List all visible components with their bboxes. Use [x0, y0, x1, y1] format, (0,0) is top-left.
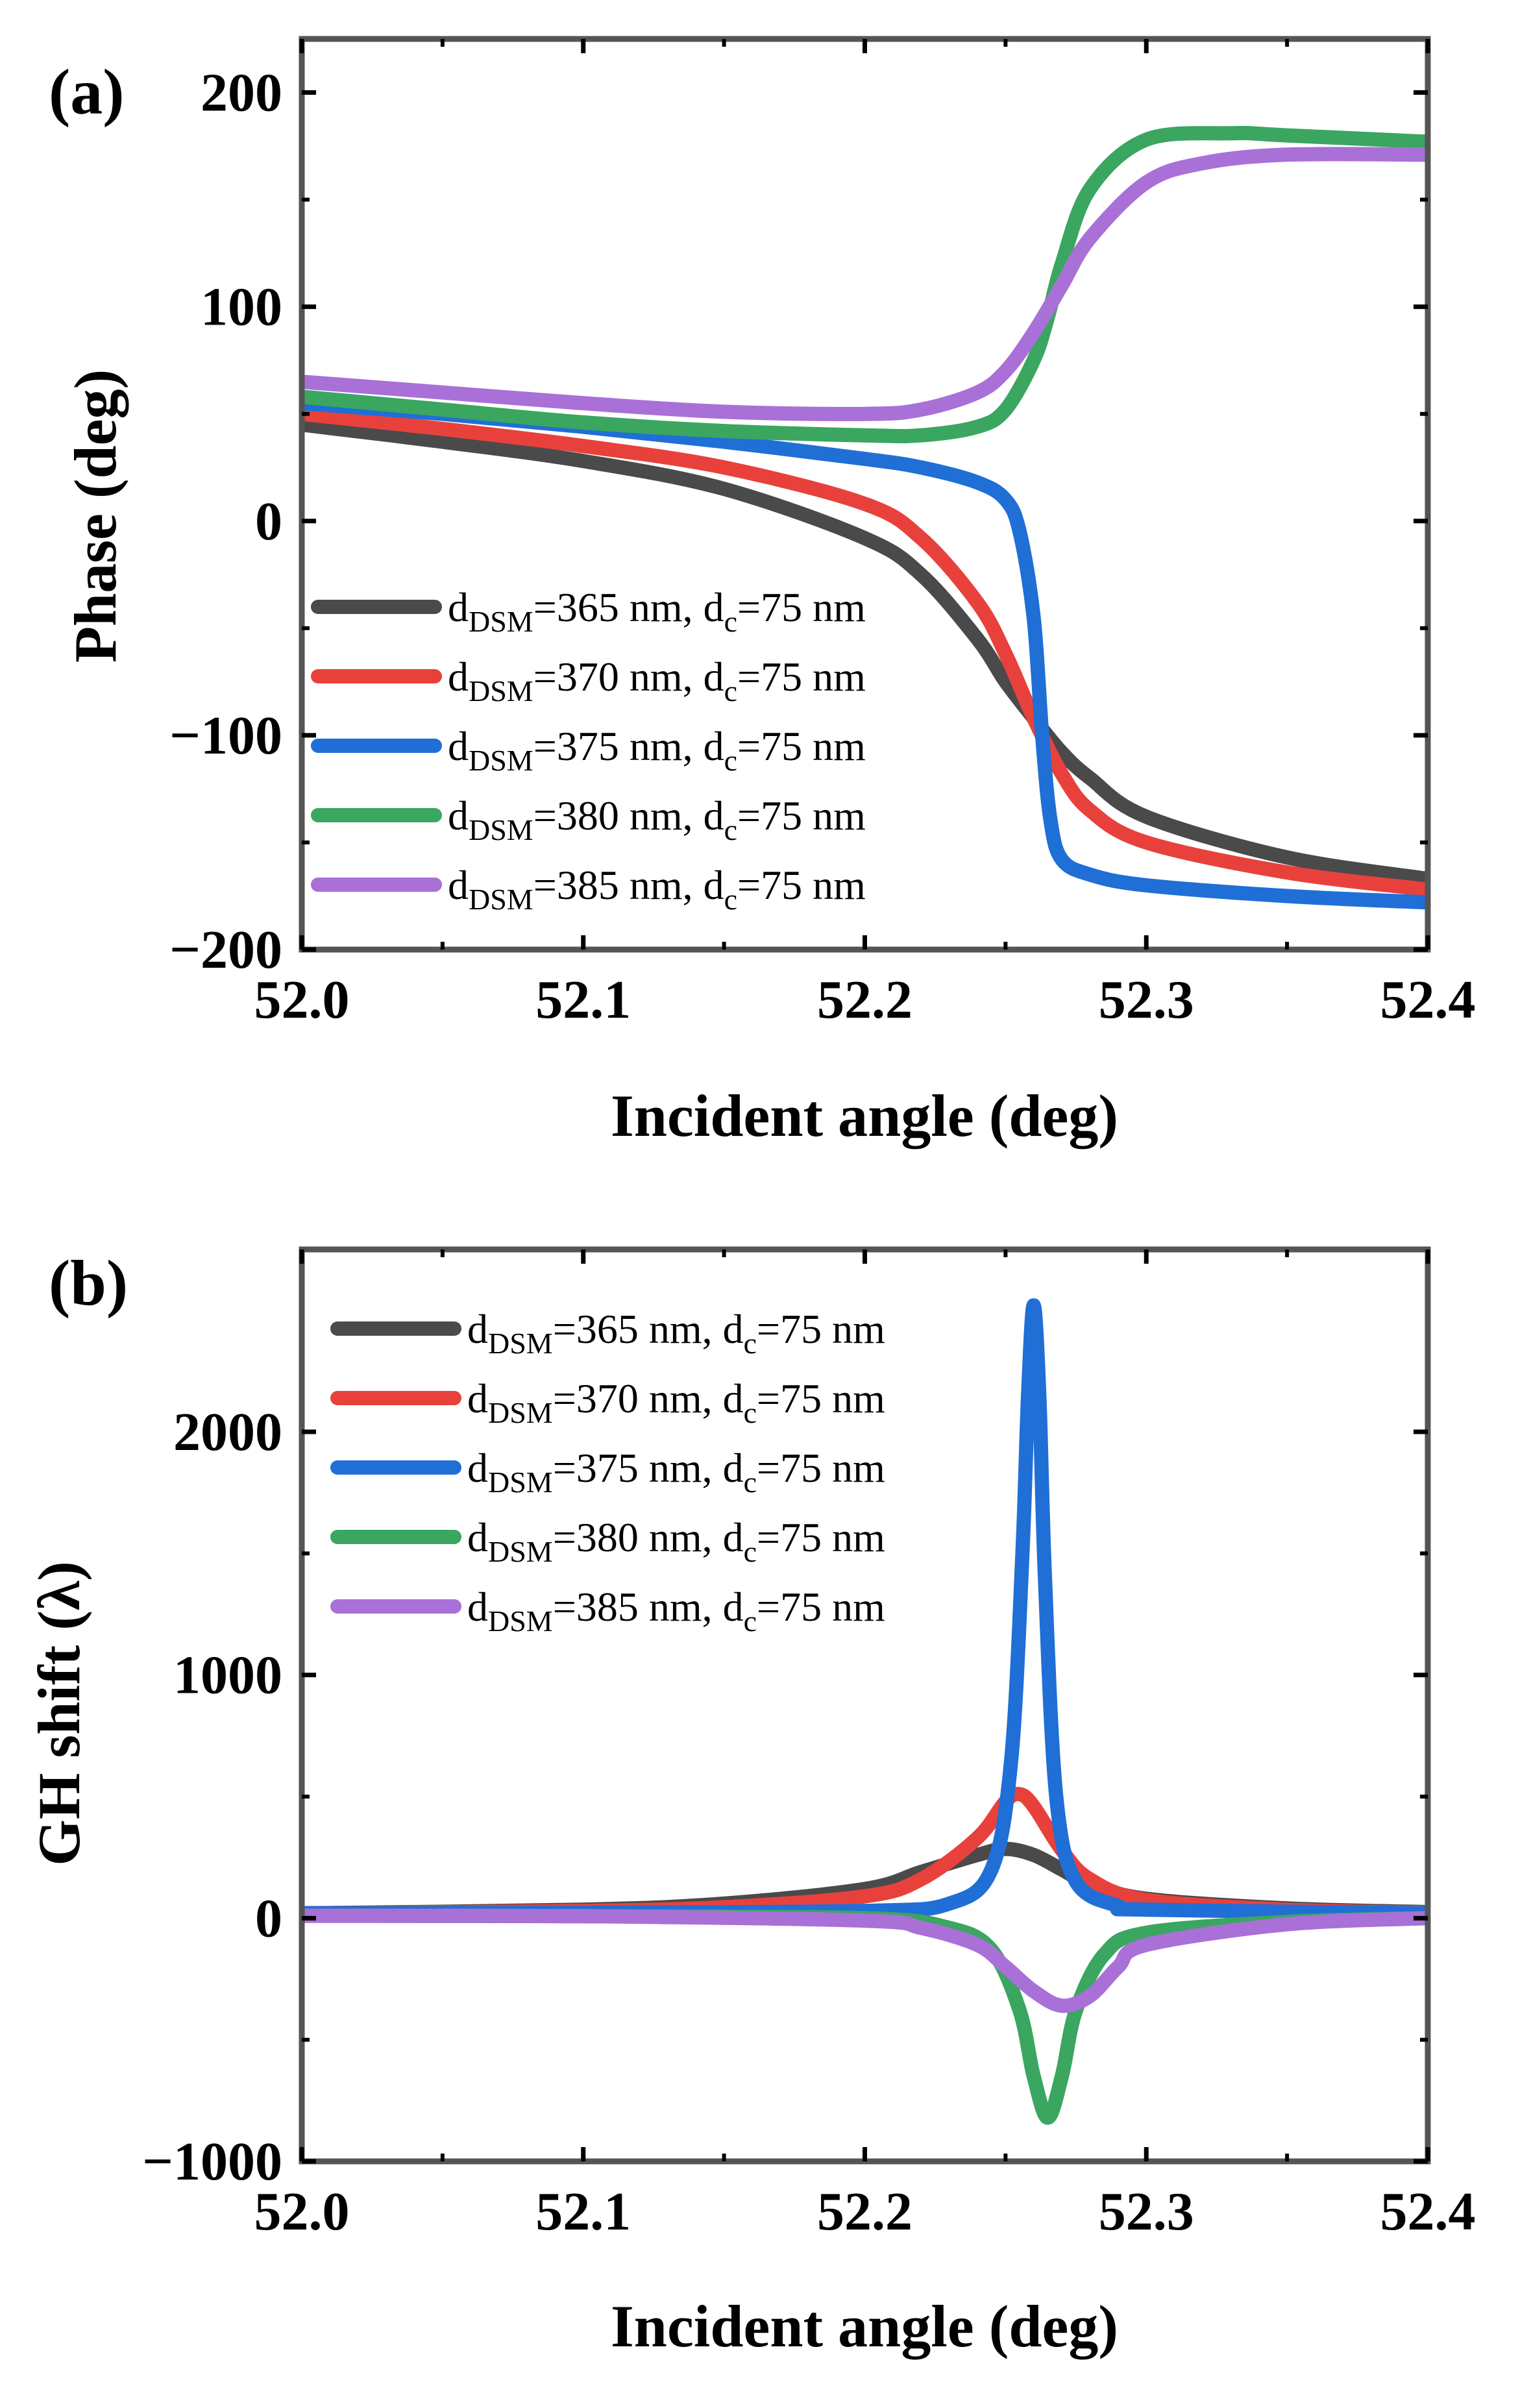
- panel-a-x-tick-label: 52.0: [254, 970, 350, 1030]
- panel-a-tick-labels: 52.0 52.1 52.2 52.3 52.4 −200 −100 0 100 200: [169, 63, 1475, 1030]
- panel-a-y-axis-title: Phase (deg): [62, 369, 129, 663]
- panel-a-x-axis-title: Incident angle (deg): [611, 1083, 1118, 1149]
- panel-b-series-line-5: [302, 1908, 1428, 2013]
- panel-b-legend-entry-5: dDSM=385 nm, dc=75 nm: [330, 1584, 885, 1638]
- panel-a-legend-entry-2: dDSM=370 nm, dc=75 nm: [311, 654, 866, 707]
- panel-a-legend-entry-5: dDSM=385 nm, dc=75 nm: [311, 862, 866, 916]
- panel-a-label: (a): [49, 56, 125, 128]
- panel-a-series-line-1: [302, 417, 1428, 887]
- panel-a-legend: dDSM=365 nm, dc=75 nm dDSM=370 nm, dc=75 …: [311, 584, 866, 916]
- panel-a-legend-entry-4: dDSM=380 nm, dc=75 nm: [311, 792, 866, 846]
- panel-a-x-tick-label: 52.3: [1099, 970, 1194, 1030]
- panel-a-axes: [299, 36, 1431, 953]
- panel-b-legend-label: dDSM=385 nm, dc=75 nm: [467, 1584, 885, 1638]
- panel-b-series-layer: [302, 1298, 1428, 2125]
- panel-a-y-tick-label: 100: [201, 277, 282, 338]
- panel-a-x-tick-label: 52.1: [535, 970, 631, 1030]
- panel-a-y-tick-label: 0: [255, 491, 282, 552]
- panel-a-series-line-5: [302, 147, 1428, 421]
- panel-b: (b) 52.0 52.1 52.2 52.3 52.4 −1000 0 1000 2000 I…: [26, 1246, 1476, 2359]
- panel-b-x-axis-title: Incident angle (deg): [611, 2293, 1118, 2359]
- panel-b-legend-entry-4: dDSM=380 nm, dc=75 nm: [330, 1514, 885, 1568]
- panel-a-legend-label: dDSM=380 nm, dc=75 nm: [448, 792, 866, 846]
- panel-a: (a) 52.0 52.1 52.2 52.3 52.4−200−1000100200 …: [49, 36, 1476, 1149]
- panel-a-legend-label: dDSM=375 nm, dc=75 nm: [448, 723, 866, 777]
- panel-b-legend-label: dDSM=370 nm, dc=75 nm: [467, 1375, 885, 1429]
- panel-a-x-tick-label: 52.2: [817, 970, 912, 1030]
- panel-b-x-tick-label: 52.4: [1380, 2181, 1476, 2242]
- panel-b-legend-label: dDSM=365 nm, dc=75 nm: [467, 1306, 885, 1360]
- panel-b-y-tick-label: 0: [255, 1888, 282, 1948]
- panel-a-legend-label: dDSM=385 nm, dc=75 nm: [448, 862, 866, 916]
- panel-a-legend-entry-3: dDSM=375 nm, dc=75 nm: [311, 723, 866, 777]
- panel-b-y-tick-label: 1000: [173, 1645, 282, 1706]
- panel-b-x-tick-label: 52.2: [817, 2181, 912, 2242]
- panel-b-y-tick-label: −1000: [142, 2132, 282, 2192]
- panel-b-legend: dDSM=365 nm, dc=75 nm dDSM=370 nm, dc=75 …: [330, 1306, 885, 1638]
- panel-a-series-line-4: [302, 126, 1428, 443]
- panel-b-x-tick-label: 52.3: [1099, 2181, 1194, 2242]
- panel-a-y-tick-label: −200: [169, 920, 282, 980]
- panel-a-x-tick-label: 52.4: [1380, 970, 1476, 1030]
- panel-a-legend-label: dDSM=370 nm, dc=75 nm: [448, 654, 866, 707]
- panel-a-series-layer: [302, 126, 1428, 910]
- panel-b-tick-labels: 52.0 52.1 52.2 52.3 52.4 −1000 0 1000 2000: [142, 1402, 1475, 2242]
- panel-b-axes: [299, 1246, 1431, 2165]
- panel-b-y-tick-label: 2000: [173, 1402, 282, 1462]
- panel-b-legend-entry-3: dDSM=375 nm, dc=75 nm: [330, 1445, 885, 1499]
- panel-a-legend-label: dDSM=365 nm, dc=75 nm: [448, 584, 866, 638]
- panel-b-legend-label: dDSM=375 nm, dc=75 nm: [467, 1445, 885, 1499]
- panel-a-y-tick-label: −100: [169, 706, 282, 766]
- panel-a-y-tick-label: 200: [201, 63, 282, 123]
- panel-b-legend-entry-2: dDSM=370 nm, dc=75 nm: [330, 1375, 885, 1429]
- panel-a-legend-entry-1: dDSM=365 nm, dc=75 nm: [311, 584, 866, 638]
- panel-b-x-tick-label: 52.0: [254, 2181, 350, 2242]
- panel-b-legend-entry-1: dDSM=365 nm, dc=75 nm: [330, 1306, 885, 1360]
- panel-b-x-tick-label: 52.1: [535, 2181, 631, 2242]
- panel-a-series-line-2: [302, 406, 1428, 897]
- panel-b-legend-label: dDSM=380 nm, dc=75 nm: [467, 1514, 885, 1568]
- panel-b-label: (b): [49, 1247, 128, 1319]
- panel-b-y-axis-title: GH shift (λ): [26, 1561, 92, 1865]
